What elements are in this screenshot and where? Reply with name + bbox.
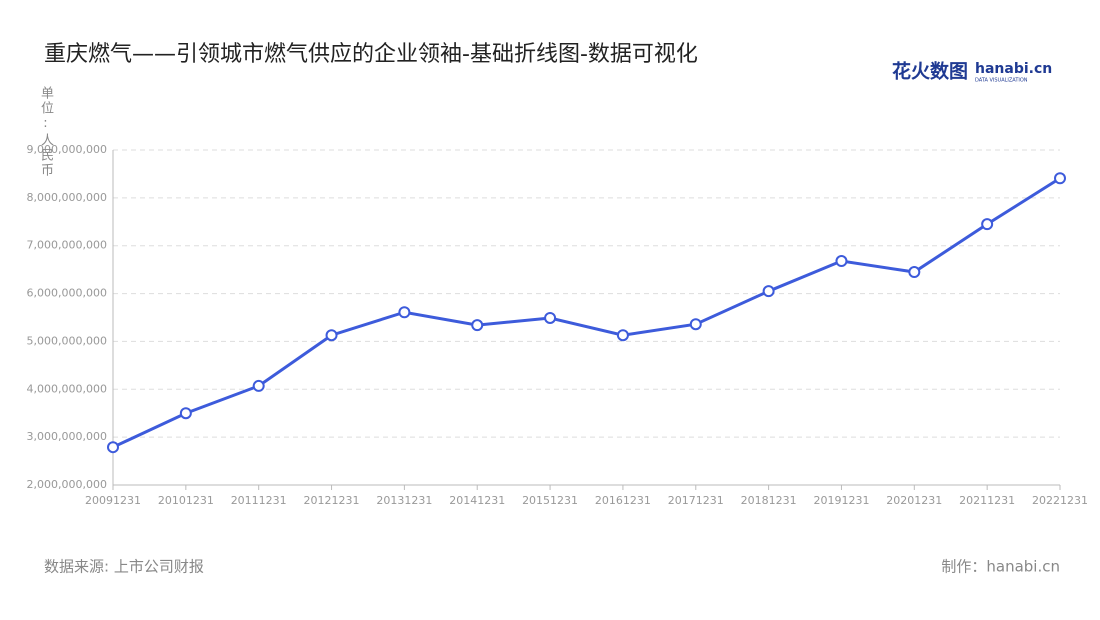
chart-title: 重庆燃气——引领城市燃气供应的企业领袖-基础折线图-数据可视化 (44, 42, 698, 67)
point (107, 441, 119, 454)
y-tick-label: 5,000,000,000 (27, 334, 107, 347)
logo: 花火数图 (892, 60, 968, 83)
point (398, 306, 411, 319)
point (252, 379, 265, 392)
line (112, 176, 1061, 449)
x-tick-label: 20161231 (595, 494, 651, 507)
y-tick-label: 7,000,000,000 (27, 239, 107, 252)
y-tick-label: 4,000,000,000 (27, 382, 107, 395)
x-tick-label: 20191231 (813, 494, 869, 507)
y-tick-label: 6,000,000,000 (27, 287, 107, 300)
point (1054, 172, 1066, 185)
x-tick-label: 20151231 (522, 494, 578, 507)
point (762, 285, 775, 298)
point (908, 266, 921, 279)
x-tick-label: 20211231 (959, 494, 1015, 507)
point (179, 407, 192, 420)
x-tick-label: 20201231 (886, 494, 942, 507)
x-tick-label: 20181231 (741, 494, 797, 507)
credit: 制作：hanabi.cn (941, 558, 1060, 576)
point (616, 329, 629, 342)
y-tick-label: 2,000,000,000 (27, 478, 107, 491)
point (689, 318, 702, 331)
x-tick-label: 20171231 (668, 494, 724, 507)
x-tick-label: 20111231 (231, 494, 287, 507)
point (835, 255, 848, 268)
x-tick-label: 20141231 (449, 494, 505, 507)
x-tick-label: 20131231 (376, 494, 432, 507)
logo-sub: hanabi.cn (975, 61, 1052, 77)
x-tick-label: 20091231 (85, 494, 141, 507)
point (981, 218, 994, 231)
source: 数据来源: 上市公司财报 (44, 558, 204, 576)
x-tick-label: 20101231 (158, 494, 214, 507)
y-tick-label: 3,000,000,000 (27, 430, 107, 443)
point (325, 329, 338, 342)
y-axis-label: 单位:人民币 (38, 86, 53, 178)
x-tick-label: 20121231 (304, 494, 360, 507)
x-tick-label: 20221231 (1032, 494, 1088, 507)
y-tick-label: 8,000,000,000 (27, 191, 107, 204)
logo-tag: DATA VISUALIZATION (975, 78, 1028, 84)
point (544, 311, 557, 324)
y-tick-label: 9,000,000,000 (27, 143, 107, 156)
point (471, 319, 484, 332)
